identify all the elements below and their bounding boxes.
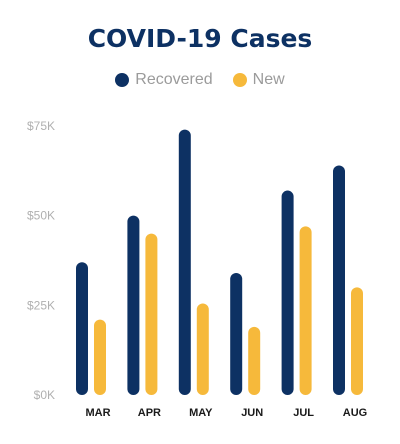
legend-swatch-recovered: [115, 73, 130, 87]
x-tick-label: MAR: [85, 407, 110, 419]
legend: Recovered New: [0, 71, 400, 89]
y-tick-label: $25K: [27, 298, 55, 312]
x-tick-label: JUN: [241, 407, 263, 419]
bar-recovered-apr[interactable]: [127, 215, 140, 395]
bar-new-apr[interactable]: [145, 233, 158, 395]
x-axis: MAR APR MAY JUN JUL AUG: [85, 407, 367, 419]
bars: [76, 129, 363, 395]
chart-title: COVID-19 Cases: [87, 24, 313, 53]
bar-recovered-may[interactable]: [178, 129, 191, 395]
y-axis: $0K $25K $50K $75K: [27, 119, 55, 402]
bar-recovered-aug[interactable]: [333, 165, 345, 395]
x-tick-label: AUG: [343, 407, 367, 419]
x-tick-label: APR: [138, 407, 161, 419]
y-tick-label: $50K: [27, 209, 55, 223]
legend-label-new: New: [252, 71, 285, 88]
bar-new-mar[interactable]: [94, 319, 106, 395]
y-tick-label: $75K: [27, 119, 55, 133]
y-tick-label: $0K: [34, 388, 55, 402]
x-tick-label: JUL: [293, 407, 314, 419]
bar-new-jun[interactable]: [248, 326, 261, 395]
bar-recovered-jul[interactable]: [281, 190, 294, 395]
bar-recovered-jun[interactable]: [230, 273, 243, 395]
bar-new-aug[interactable]: [351, 287, 363, 395]
bar-new-may[interactable]: [196, 303, 209, 395]
bar-new-jul[interactable]: [299, 226, 312, 395]
bar-recovered-mar[interactable]: [76, 262, 88, 395]
legend-label-recovered: Recovered: [135, 71, 213, 88]
x-tick-label: MAY: [189, 407, 213, 419]
legend-item-new[interactable]: New: [232, 71, 285, 89]
legend-swatch-new: [232, 73, 247, 87]
legend-item-recovered[interactable]: Recovered: [115, 71, 213, 89]
